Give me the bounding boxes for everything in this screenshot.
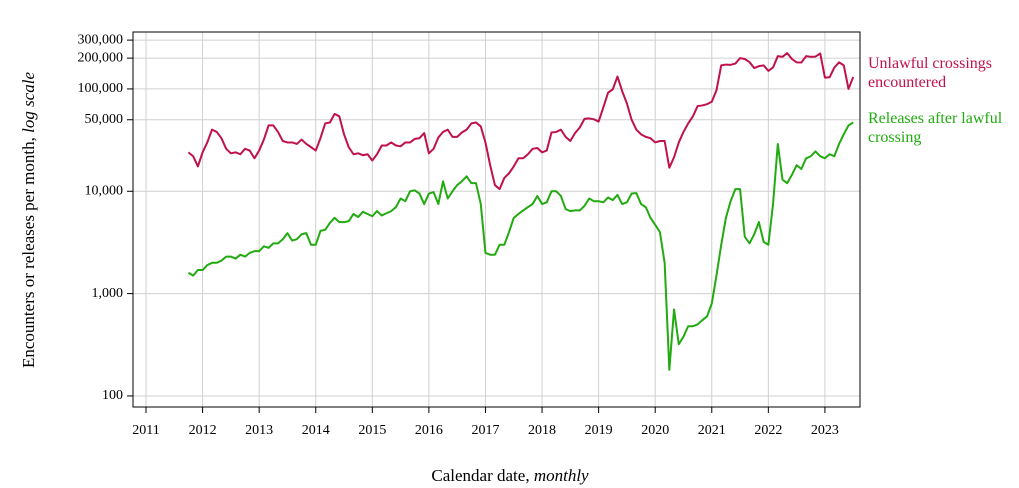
- x-tick-label: 2014: [302, 423, 330, 438]
- series-line: [187, 121, 854, 371]
- x-tick-label: 2023: [811, 423, 839, 438]
- x-tick-label: 2020: [641, 423, 669, 438]
- series-line: [187, 52, 855, 191]
- legend-entry: Unlawful crossings encountered: [868, 55, 992, 91]
- x-axis-unit: monthly: [534, 466, 589, 485]
- x-tick-label: 2018: [528, 423, 556, 438]
- legend-entry: Releases after lawful crossing: [868, 110, 1003, 146]
- y-tick-label: 300,000: [78, 32, 124, 47]
- x-tick-label: 2017: [471, 423, 499, 438]
- x-tick-label: 2021: [698, 423, 726, 438]
- x-tick-label: 2015: [358, 423, 386, 438]
- y-axis-title: Encounters or releases per month, log sc…: [19, 72, 38, 368]
- y-tick-label: 1,000: [92, 286, 124, 301]
- x-tick-label: 2011: [132, 423, 159, 438]
- y-tick-label: 200,000: [78, 50, 124, 65]
- x-tick-label: 2022: [754, 423, 782, 438]
- plot-frame: [132, 31, 861, 408]
- y-tick-label: 50,000: [85, 112, 124, 127]
- x-axis-title: Calendar date, monthly: [431, 466, 589, 485]
- y-axis-label: Encounters or releases per month,: [19, 137, 38, 368]
- y-tick-label: 100: [102, 388, 123, 403]
- x-axis-label: Calendar date,: [431, 466, 529, 485]
- x-tick-label: 2013: [245, 423, 273, 438]
- x-tick-label: 2016: [415, 423, 443, 438]
- y-axis-scale: log scale: [19, 72, 38, 133]
- x-tick-label: 2019: [585, 423, 613, 438]
- x-tick-label: 2012: [189, 423, 217, 438]
- y-tick-label: 100,000: [78, 81, 124, 96]
- y-tick-label: 10,000: [85, 183, 124, 198]
